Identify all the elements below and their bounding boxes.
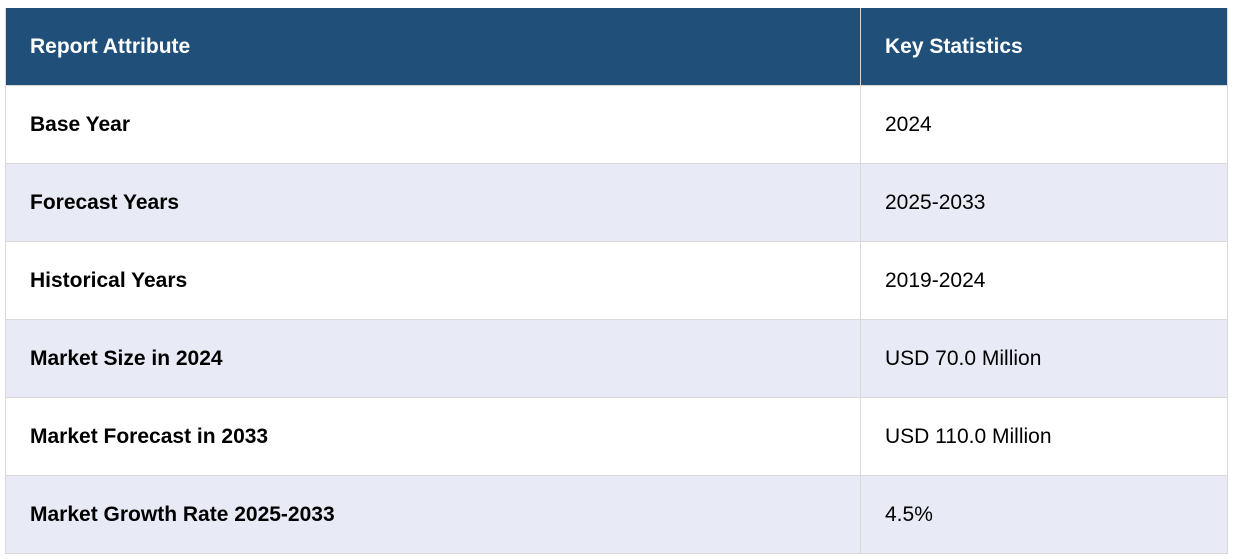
row-attribute-label: Market Size in 2024 [5,319,861,398]
row-value: 2025-2033 [860,163,1228,242]
row-attribute-label: Historical Years [5,241,861,320]
row-attribute-label: Base Year [5,85,861,164]
table-body: Base Year 2024 Forecast Years 2025-2033 … [5,85,1228,554]
header-row: Report Attribute Key Statistics [5,8,1228,86]
table-row: Historical Years 2019-2024 [5,241,1228,320]
row-attribute-label: Market Growth Rate 2025-2033 [5,475,861,554]
table-row: Market Forecast in 2033 USD 110.0 Millio… [5,397,1228,476]
row-value: USD 70.0 Million [860,319,1228,398]
row-value: 2019-2024 [860,241,1228,320]
row-attribute-label: Market Forecast in 2033 [5,397,861,476]
row-value: 4.5% [860,475,1228,554]
table-header: Report Attribute Key Statistics [5,8,1228,86]
report-statistics-table: Report Attribute Key Statistics Base Yea… [5,8,1228,554]
table-row: Market Growth Rate 2025-2033 4.5% [5,475,1228,554]
table-row: Forecast Years 2025-2033 [5,163,1228,242]
header-key-statistics: Key Statistics [860,8,1228,86]
row-value: USD 110.0 Million [860,397,1228,476]
table-row: Market Size in 2024 USD 70.0 Million [5,319,1228,398]
row-attribute-label: Forecast Years [5,163,861,242]
table-row: Base Year 2024 [5,85,1228,164]
row-value: 2024 [860,85,1228,164]
header-report-attribute: Report Attribute [5,8,861,86]
